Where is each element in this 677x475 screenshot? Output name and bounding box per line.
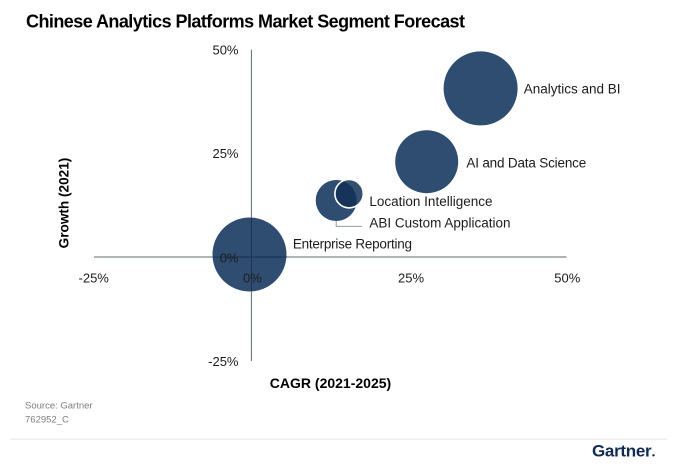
svg-text:Enterprise Reporting: Enterprise Reporting xyxy=(293,236,412,251)
svg-text:0%: 0% xyxy=(220,251,239,266)
svg-text:-25%: -25% xyxy=(79,270,110,285)
svg-text:Gartner: Gartner xyxy=(592,442,652,461)
svg-text:0%: 0% xyxy=(243,270,262,285)
svg-text:25%: 25% xyxy=(398,270,424,285)
svg-text:Analytics and BI: Analytics and BI xyxy=(524,82,621,97)
svg-text:CAGR (2021-2025): CAGR (2021-2025) xyxy=(270,375,391,391)
svg-text:Growth (2021): Growth (2021) xyxy=(57,158,72,249)
svg-text:ABI Custom Application: ABI Custom Application xyxy=(369,216,510,231)
svg-text:50%: 50% xyxy=(554,270,580,285)
svg-text:-25%: -25% xyxy=(208,354,239,369)
svg-text:762952_C: 762952_C xyxy=(25,414,69,425)
svg-text:25%: 25% xyxy=(212,146,238,161)
svg-text:Location Intelligence: Location Intelligence xyxy=(369,194,492,209)
svg-text:Source: Gartner: Source: Gartner xyxy=(25,400,93,411)
svg-text:AI and Data Science: AI and Data Science xyxy=(466,156,586,171)
svg-text:50%: 50% xyxy=(212,43,238,58)
svg-text:Chinese Analytics Platforms Ma: Chinese Analytics Platforms Market Segme… xyxy=(26,12,465,32)
